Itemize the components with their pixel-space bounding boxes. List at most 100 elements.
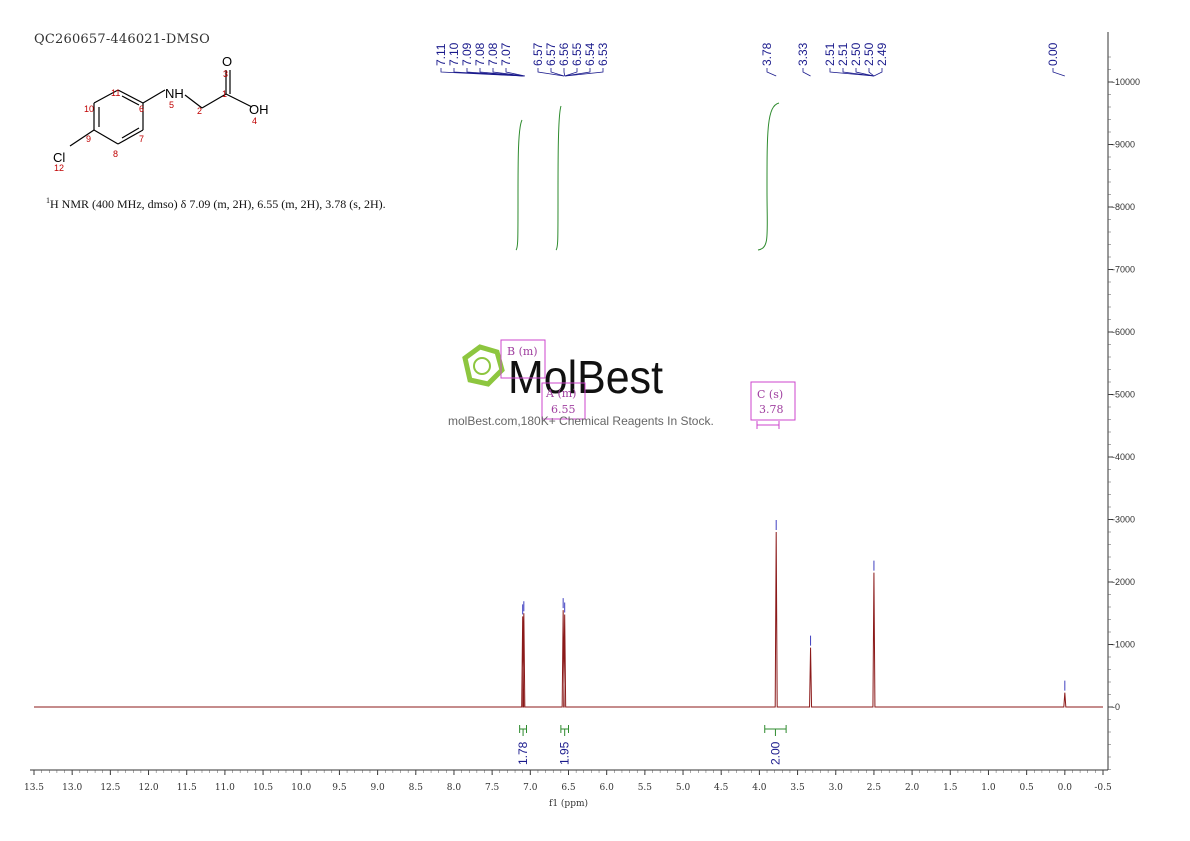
atom-number-12: 12 [54, 163, 64, 173]
peak-markers [522, 520, 1066, 691]
x-tick-label: 10.0 [291, 783, 311, 793]
integral-value: 1.78 [516, 741, 530, 765]
integral-bars: 1.78 1.95 2.00 [516, 725, 787, 765]
y-axis-ticks: -10000 -9000 -8000 -7000 -6000 -5000 -4000 -300… [1108, 56, 1140, 770]
nmr-summary-text: H NMR (400 MHz, dmso) δ 7.09 (m, 2H), 6.… [50, 197, 386, 211]
y-tick-label: -3000 [1112, 515, 1135, 525]
peak-label: 6.57 [544, 42, 558, 66]
peak-label: 2.49 [875, 42, 889, 66]
atom-number-3: 3 [223, 69, 228, 79]
integral-curve [555, 105, 562, 251]
atom-number-7: 7 [139, 134, 144, 144]
x-tick-label: 12.0 [139, 783, 159, 793]
peak-label: 2.50 [849, 42, 863, 66]
peak-label: 7.11 [434, 43, 448, 66]
peak-label: 2.50 [862, 42, 876, 66]
peak-leader-line [563, 68, 566, 77]
y-tick-label: -7000 [1112, 265, 1135, 275]
atom-number-5: 5 [169, 100, 174, 110]
atom-cl: Cl [53, 150, 65, 165]
multiplet-b-label: B (m) [507, 345, 538, 358]
x-tick-label: 1.0 [981, 783, 996, 793]
peak-label: 3.78 [760, 42, 774, 66]
multiplet-c-value: 3.78 [759, 403, 784, 416]
nmr-nucleus-superscript: 1 [46, 196, 50, 205]
atom-oh: OH [249, 102, 269, 117]
spectrum-line [34, 531, 1103, 708]
watermark-tagline: molBest.com,180K+ Chemical Reagents In S… [448, 414, 714, 428]
y-tick-label: -5000 [1112, 390, 1135, 400]
x-tick-label: 8.5 [409, 783, 424, 793]
x-tick-label: 3.0 [829, 783, 844, 793]
peak-label: 2.51 [823, 42, 837, 66]
peak-leader-line [466, 68, 524, 77]
atom-number-9: 9 [86, 134, 91, 144]
peak-label: 7.09 [460, 42, 474, 66]
y-tick-label: -4000 [1112, 452, 1135, 462]
x-tick-label: 9.5 [332, 783, 347, 793]
x-tick-label: 5.0 [676, 783, 691, 793]
x-tick-label: 7.0 [523, 783, 538, 793]
atom-number-8: 8 [113, 149, 118, 159]
x-tick-label: 12.5 [100, 783, 120, 793]
peak-label: 2.51 [836, 42, 850, 66]
peak-leader-line [829, 68, 874, 77]
x-tick-label: 2.0 [905, 783, 920, 793]
peak-leader-line [868, 68, 875, 77]
peak-label: 6.54 [583, 42, 597, 66]
x-tick-label: 8.0 [447, 783, 462, 793]
atom-number-6: 6 [139, 104, 144, 114]
peak-leader-line [505, 68, 526, 77]
multiplet-range-brackets [756, 421, 780, 429]
peak-leader-line [550, 68, 565, 77]
peak-leader-line [873, 68, 883, 77]
y-tick-label: -10000 [1112, 77, 1140, 87]
x-tick-label: 13.0 [62, 783, 82, 793]
integral-value: 2.00 [768, 741, 782, 765]
x-tick-label: 7.5 [485, 783, 500, 793]
watermark-brand: MolBest [508, 351, 663, 403]
peak-leader-line [537, 68, 564, 77]
x-tick-label: 11.0 [215, 783, 235, 793]
nmr-summary: 1H NMR (400 MHz, dmso) δ 7.09 (m, 2H), 6… [46, 196, 386, 212]
x-tick-label: -0.5 [1094, 783, 1112, 793]
peak-label: 6.57 [531, 42, 545, 66]
multiplet-box-c: C (s) 3.78 [750, 381, 796, 421]
x-tick-label: 6.5 [561, 783, 576, 793]
peak-leader-line [492, 68, 525, 77]
peak-label: 6.56 [557, 42, 571, 66]
atom-number-11: 11 [111, 88, 120, 98]
x-tick-label: 2.5 [867, 783, 882, 793]
sample-id: QC260657-446021-DMSO [34, 32, 210, 47]
peak-leader-line [1052, 68, 1065, 77]
integral-curves [515, 102, 780, 251]
multiplet-a-label: A (m) [545, 387, 576, 400]
atom-number-10: 10 [84, 104, 94, 114]
x-tick-label: 4.5 [714, 783, 729, 793]
integral-value: 1.95 [558, 741, 572, 765]
molbest-logo-icon [462, 344, 505, 387]
y-tick-label: -9000 [1112, 140, 1135, 150]
integral-curve [757, 102, 780, 251]
y-tick-label: -0 [1112, 702, 1120, 712]
peak-label: 0.00 [1046, 42, 1060, 66]
atom-number-2: 2 [197, 106, 202, 116]
multiplet-c-label: C (s) [757, 388, 783, 401]
peak-label: 6.55 [570, 42, 584, 66]
peak-leader-line [766, 68, 777, 77]
peak-label: 7.08 [486, 42, 500, 66]
atom-number-4: 4 [252, 116, 257, 126]
x-tick-label: 1.5 [943, 783, 958, 793]
atom-number-1: 1 [222, 89, 227, 99]
peak-label: 7.07 [499, 42, 513, 66]
x-tick-label: 0.5 [1019, 783, 1034, 793]
x-tick-label: 3.5 [790, 783, 805, 793]
peak-leader-line [564, 68, 591, 77]
x-tick-label: 13.5 [24, 783, 44, 793]
x-tick-label: 9.0 [370, 783, 385, 793]
peak-label: 7.08 [473, 42, 487, 66]
peak-label: 7.10 [447, 42, 461, 66]
x-axis-title: f1 (ppm) [549, 798, 588, 809]
atom-nh: NH [165, 86, 184, 101]
